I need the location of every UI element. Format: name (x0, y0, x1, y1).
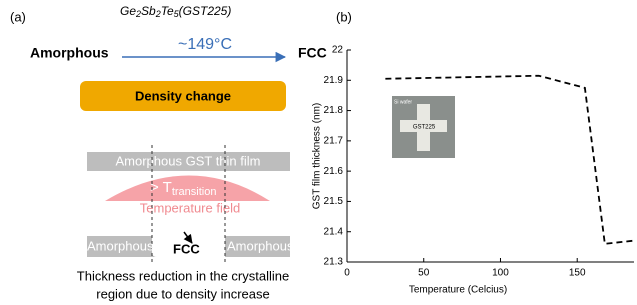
caption: Thickness reduction in the crystalline (77, 268, 289, 283)
phase-label: FCC (298, 45, 327, 61)
y-tick-label: 21.7 (324, 135, 344, 146)
formula-part: Sb (141, 4, 156, 18)
y-tick-label: 21.6 (324, 166, 344, 177)
x-tick-label: 0 (344, 268, 350, 279)
x-tick-label: 50 (418, 268, 430, 279)
region-label: Amorphous (87, 238, 154, 253)
y-tick-label: 21.8 (324, 105, 344, 116)
box-label: Density change (135, 88, 231, 103)
formula-part: (GST225) (179, 4, 232, 18)
panel-label: (b) (336, 9, 352, 24)
y-tick-label: 21.5 (324, 196, 344, 207)
y-axis-label: GST film thickness (nm) (312, 103, 323, 210)
inset-label: Si wafer (394, 99, 412, 105)
y-tick-label: 22 (332, 45, 344, 56)
x-tick-label: 150 (569, 268, 586, 279)
temperature: ~149°C (178, 36, 232, 53)
formula: Ge2Sb2Te5(GST225) (120, 4, 231, 19)
figure: (a) Ge2Sb2Te5(GST225) Amorphous ~149°C F… (0, 0, 637, 305)
film-label: Amorphous GST thin film (116, 153, 261, 168)
inset-label: GST225 (413, 125, 436, 131)
y-tick-label: 21.4 (324, 226, 344, 237)
y-tick-label: 21.9 (324, 75, 344, 86)
y-tick-label: 21.3 (324, 257, 344, 268)
x-axis-label: Temperature (Celcius) (409, 285, 507, 296)
phase-label: Amorphous (30, 45, 109, 61)
formula-part: Ge (120, 4, 136, 18)
formula-part: Te (161, 4, 174, 18)
caption: region due to density increase (96, 286, 269, 301)
region-label: Amorphous (227, 238, 294, 253)
region-label: FCC (173, 241, 200, 256)
panel-label: (a) (10, 9, 26, 24)
x-tick-label: 100 (492, 268, 509, 279)
